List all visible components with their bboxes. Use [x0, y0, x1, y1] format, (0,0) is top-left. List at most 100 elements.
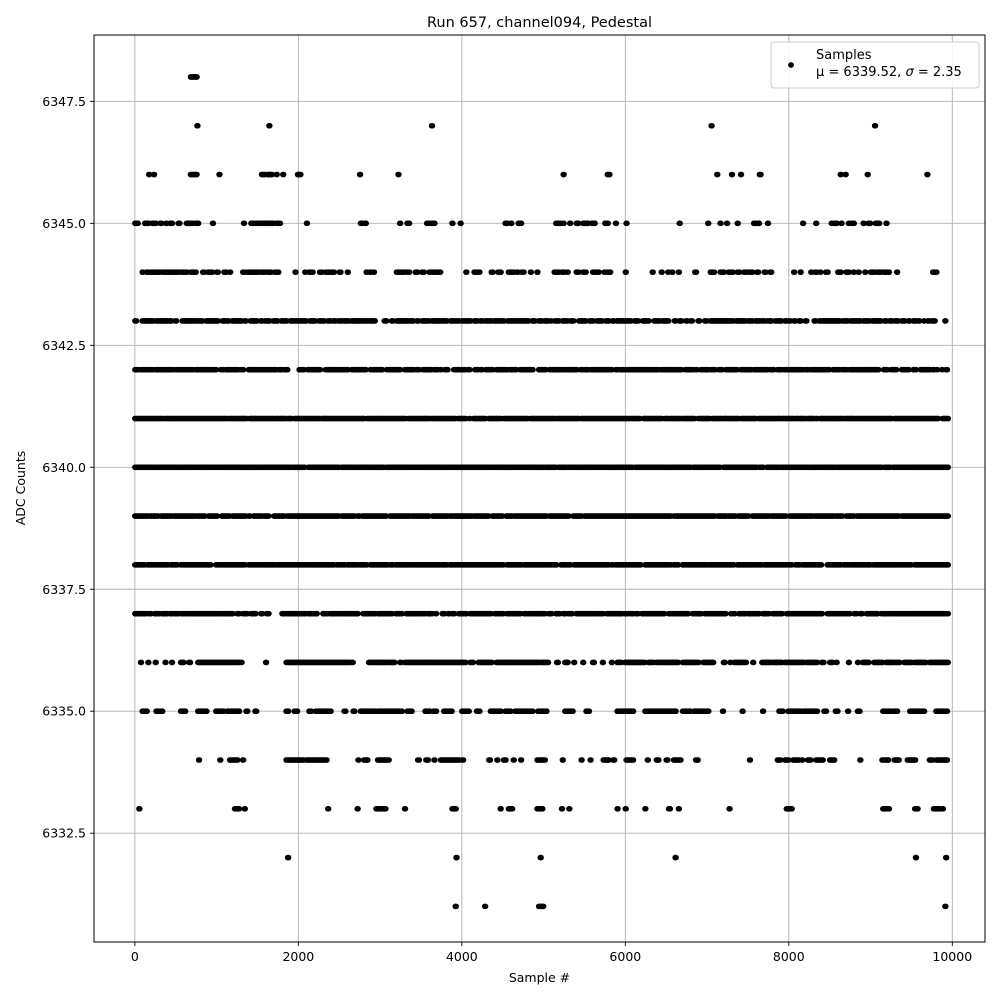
sample-point: [656, 757, 662, 763]
sample-point: [328, 708, 334, 715]
sample-point: [242, 806, 249, 812]
data-points: [132, 74, 952, 910]
sample-point: [559, 806, 566, 812]
sample-point: [392, 659, 398, 666]
sample-point: [580, 659, 587, 666]
sample-point: [921, 708, 928, 715]
sample-point: [454, 854, 460, 861]
sample-point: [571, 659, 578, 666]
sample-point: [673, 854, 679, 861]
sample-point: [453, 903, 459, 910]
sample-point: [834, 659, 840, 666]
sample-point: [356, 757, 362, 763]
sample-point: [944, 708, 951, 715]
sample-point: [695, 757, 701, 763]
sample-point: [236, 806, 243, 812]
sample-point: [846, 659, 853, 666]
sample-point: [266, 513, 272, 519]
sample-point: [487, 757, 494, 763]
sample-point: [482, 903, 489, 910]
sample-point: [508, 708, 514, 715]
sample-point: [799, 757, 806, 763]
sample-point: [913, 854, 920, 861]
sample-point: [324, 757, 330, 763]
sample-point: [845, 708, 852, 715]
sample-point: [609, 659, 616, 666]
sample-point: [723, 610, 729, 617]
sample-point: [350, 659, 356, 666]
sample-point: [187, 659, 194, 666]
sample-point: [808, 757, 814, 763]
sample-point: [667, 806, 674, 812]
sample-point: [386, 757, 392, 763]
sample-point: [539, 806, 546, 812]
sample-point: [263, 659, 270, 666]
sample-point: [425, 757, 432, 763]
sample-point: [540, 903, 547, 910]
sample-point: [678, 757, 684, 763]
sample-point: [495, 757, 501, 763]
sample-point: [566, 806, 573, 812]
sample-point: [383, 806, 389, 812]
sample-point: [365, 757, 371, 763]
sample-point: [266, 610, 272, 617]
sample-point: [169, 659, 176, 666]
sample-point: [586, 708, 593, 715]
sample-point: [789, 806, 795, 812]
sample-point: [466, 708, 473, 715]
sample-point: [818, 562, 825, 568]
sample-point: [855, 659, 862, 666]
sample-point: [675, 659, 682, 666]
sample-point: [253, 708, 260, 715]
sample-point: [208, 562, 214, 568]
sample-point: [470, 659, 477, 666]
sample-point: [498, 708, 504, 715]
sample-point: [196, 757, 203, 763]
sample-point: [945, 659, 952, 666]
sample-point: [136, 806, 143, 812]
sample-point: [886, 806, 893, 812]
sample-point: [240, 757, 247, 763]
sample-point: [740, 708, 746, 715]
sample-point: [630, 708, 637, 715]
sample-point: [831, 757, 838, 763]
sample-point: [630, 757, 637, 763]
sample-point: [820, 757, 826, 763]
sample-point: [555, 659, 562, 666]
sample-point: [416, 757, 423, 763]
sample-point: [814, 708, 821, 715]
sample-point: [945, 562, 952, 568]
sample-point: [896, 757, 902, 763]
sample-point: [676, 806, 683, 812]
sample-point: [588, 757, 594, 763]
sample-point: [786, 757, 792, 763]
sample-point: [623, 806, 629, 812]
sample-point: [780, 708, 786, 715]
sample-point: [498, 806, 504, 812]
sample-point: [314, 610, 320, 617]
sample-point: [285, 708, 292, 715]
sample-point: [432, 757, 438, 763]
sample-point: [611, 757, 618, 763]
sample-point: [665, 757, 671, 763]
sample-point: [181, 659, 187, 666]
sample-point: [355, 610, 361, 617]
sample-point: [743, 659, 750, 666]
sample-point: [409, 708, 415, 715]
sample-point: [857, 708, 863, 715]
sample-point: [145, 659, 152, 666]
sample-point: [511, 757, 517, 763]
sample-point: [325, 806, 332, 812]
sample-point: [351, 708, 358, 715]
sample-point: [942, 903, 949, 910]
sample-point: [857, 757, 864, 763]
sample-point: [402, 806, 409, 812]
sample-point: [509, 806, 516, 812]
sample-point: [720, 708, 727, 715]
sample-point: [727, 806, 733, 812]
sample-point: [433, 708, 440, 715]
sample-point: [244, 708, 251, 715]
sample-point: [705, 708, 712, 715]
sample-point: [945, 513, 952, 519]
